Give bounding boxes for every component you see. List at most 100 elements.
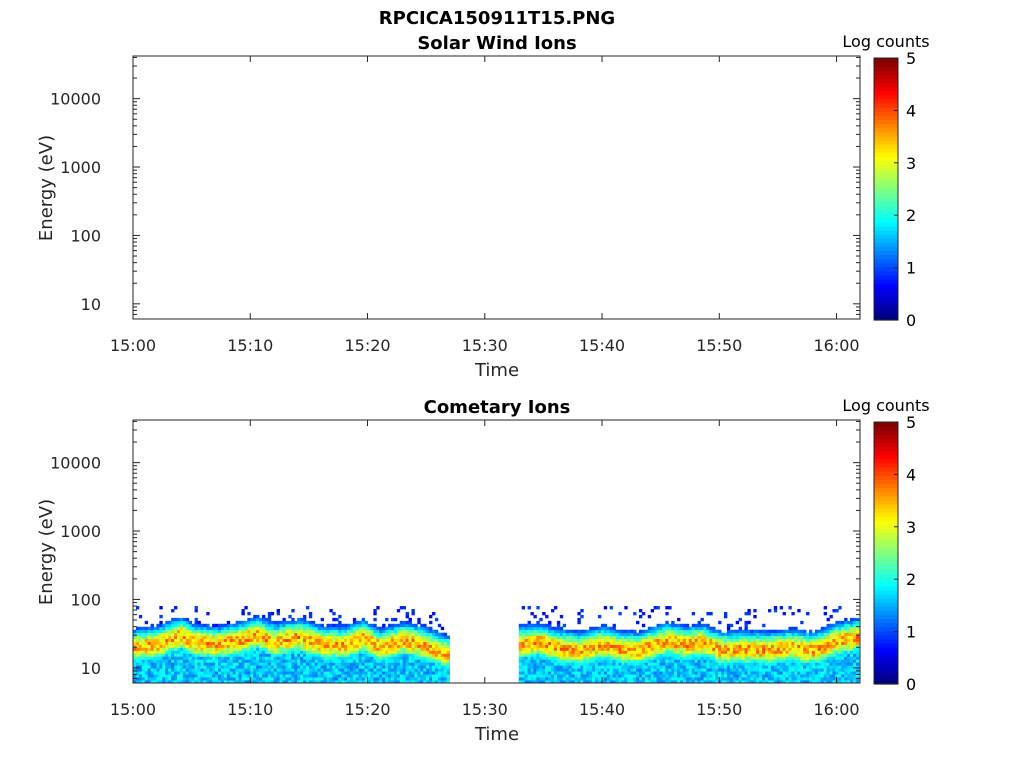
spectrogram-cell <box>300 623 304 628</box>
spectrogram-cell <box>335 650 339 654</box>
spectrogram-cell <box>744 638 748 642</box>
spectrogram-cell <box>355 635 360 640</box>
spectrogram-cell <box>627 659 631 663</box>
spectrogram-cell <box>223 680 228 684</box>
spectrogram-cell <box>402 668 407 672</box>
spectrogram-cell <box>577 659 581 663</box>
spectrogram-cell <box>264 626 269 631</box>
spectrogram-cell <box>247 668 251 672</box>
spectrogram-cell <box>806 653 810 657</box>
colorbar-swatch <box>874 242 898 247</box>
spectrogram-cell <box>300 659 304 663</box>
spectrogram-cell <box>235 638 239 642</box>
spectrogram-cell <box>179 629 184 634</box>
spectrogram-cell <box>545 647 549 651</box>
spectrogram-cell <box>685 635 690 640</box>
spectrogram-cell <box>583 644 587 648</box>
spectrogram-cell <box>565 671 570 675</box>
spectrogram-cell <box>153 674 157 678</box>
spectrogram-cell <box>600 635 605 640</box>
spectrogram-cell <box>800 650 804 654</box>
spectrogram-cell <box>373 653 377 657</box>
spectrogram-cell <box>135 662 140 666</box>
spectrogram-cell <box>326 680 330 684</box>
spectrogram-cell <box>721 647 725 651</box>
spectrogram-cell <box>393 662 398 666</box>
spectrogram-cell <box>791 668 795 672</box>
spectrogram-cell <box>338 656 342 660</box>
spectrogram-cell <box>723 635 728 640</box>
spectrogram-cell <box>583 647 587 651</box>
spectrogram-cell <box>153 671 157 675</box>
spectrogram-cell <box>621 635 625 640</box>
spectrogram-cell <box>235 671 239 675</box>
spectrogram-cell <box>691 632 696 637</box>
spectrogram-cell <box>709 659 713 663</box>
spectrogram-cell <box>165 662 169 666</box>
spectrogram-cell <box>256 653 260 657</box>
spectrogram-cell <box>261 668 266 672</box>
spectrogram-cell <box>545 614 549 619</box>
spectrogram-cell <box>691 629 696 634</box>
spectrogram-cell <box>586 659 590 663</box>
spectrogram-cell <box>630 668 634 672</box>
spectrogram-cell <box>630 665 634 669</box>
spectrogram-cell <box>612 629 616 634</box>
spectrogram-cell <box>571 677 575 681</box>
spectrogram-cell <box>542 626 546 631</box>
spectrogram-cell <box>756 647 760 651</box>
spectrogram-cell <box>379 668 383 672</box>
spectrogram-cell <box>820 641 825 645</box>
spectrogram-cell <box>694 644 698 648</box>
spectrogram-cell <box>282 665 286 669</box>
spectrogram-cell <box>530 635 534 640</box>
spectrogram-cell <box>671 674 675 678</box>
spectrogram-cell <box>393 632 398 637</box>
spectrogram-cell <box>288 614 292 619</box>
spectrogram-cell <box>568 650 572 654</box>
spectrogram-cell <box>179 671 184 675</box>
spectrogram-cell <box>852 671 857 675</box>
spectrogram-cell <box>326 674 330 678</box>
spectrogram-cell <box>703 656 707 660</box>
spectrogram-cell <box>533 635 537 640</box>
spectrogram-cell <box>212 641 216 645</box>
spectrogram-cell <box>674 653 678 657</box>
spectrogram-cell <box>715 659 719 663</box>
spectrogram-cell <box>138 671 143 675</box>
spectrogram-cell <box>548 680 552 684</box>
spectrogram-cell <box>188 671 193 675</box>
spectrogram-cell <box>314 647 319 651</box>
spectrogram-cell <box>568 677 572 681</box>
spectrogram-cell <box>788 629 792 634</box>
spectrogram-cell <box>294 635 298 640</box>
spectrogram-cell <box>559 650 564 654</box>
spectrogram-cell <box>823 632 827 637</box>
spectrogram-cell <box>411 609 415 613</box>
spectrogram-cell <box>259 644 263 648</box>
spectrogram-cell <box>685 626 690 631</box>
spectrogram-cell <box>179 638 184 642</box>
spectrogram-cell <box>314 644 319 648</box>
spectrogram-cell <box>594 650 599 654</box>
spectrogram-cell <box>844 653 848 657</box>
spectrogram-cell <box>850 677 854 681</box>
spectrogram-cell <box>524 665 528 669</box>
spectrogram-cell <box>220 650 225 654</box>
spectrogram-cell <box>209 668 213 672</box>
spectrogram-cell <box>770 674 775 678</box>
spectrogram-cell <box>212 650 216 654</box>
spectrogram-cell <box>606 674 611 678</box>
panel-title: Solar Wind Ions <box>417 33 576 54</box>
spectrogram-cell <box>750 650 754 654</box>
spectrogram-cell <box>226 674 231 678</box>
spectrogram-cell <box>615 659 619 663</box>
spectrogram-cell <box>194 647 198 651</box>
spectrogram-cell <box>153 629 157 634</box>
spectrogram-cell <box>212 665 216 669</box>
spectrogram-cell <box>618 656 622 660</box>
spectrogram-cell <box>753 635 757 640</box>
spectrogram-cell <box>633 647 637 651</box>
spectrogram-cell <box>808 656 813 660</box>
